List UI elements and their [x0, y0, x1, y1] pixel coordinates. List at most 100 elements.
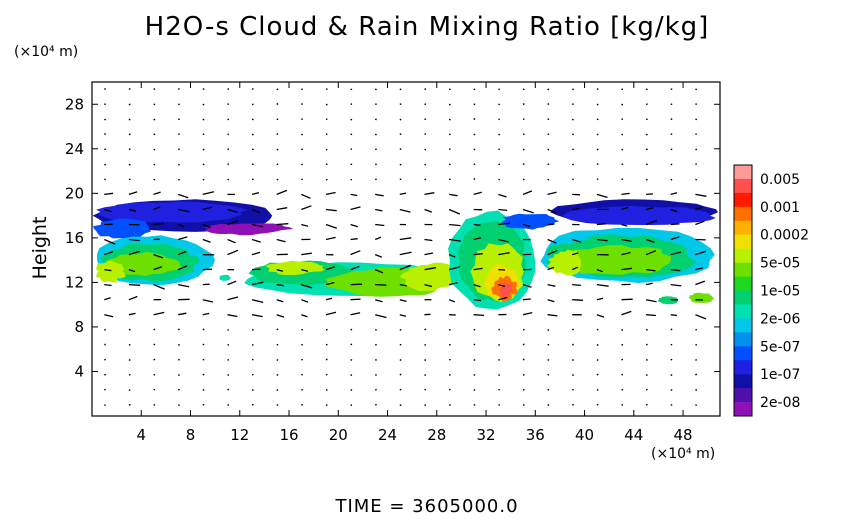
wind-vector: [596, 373, 599, 376]
wind-vector: [448, 148, 451, 151]
wind-vector: [448, 118, 451, 121]
wind-vector: [301, 223, 309, 227]
wind-vector: [104, 208, 112, 213]
anvil-left-edge: [92, 218, 152, 239]
wind-vector: [325, 358, 328, 361]
wind-vector: [498, 252, 510, 256]
wind-vector: [695, 206, 702, 211]
wind-vector: [153, 191, 161, 196]
wind-vector: [177, 265, 188, 271]
wind-vector: [645, 219, 658, 226]
wind-vector: [128, 208, 137, 212]
wind-vector: [645, 133, 648, 136]
wind-vector: [670, 268, 681, 272]
colorbar-swatch: [734, 248, 752, 263]
wind-vector: [227, 314, 238, 318]
wind-vector: [448, 388, 451, 391]
wind-vector: [153, 253, 164, 259]
y-tick-label: 4: [74, 362, 84, 380]
wind-vector: [424, 208, 433, 213]
wind-vector: [276, 223, 289, 226]
y-tick-label: 28: [65, 95, 84, 113]
y-tick-label: 12: [65, 273, 84, 291]
wind-vector: [621, 358, 624, 361]
wind-vector: [301, 252, 312, 256]
colorbar-label: 0.001: [760, 200, 800, 216]
colorbar-label: 0.0002: [760, 228, 809, 244]
wind-vector: [498, 296, 508, 301]
wind-vector: [646, 268, 656, 272]
colorbar-swatch: [734, 332, 752, 347]
wind-vector: [646, 314, 656, 317]
wind-vector: [473, 253, 483, 256]
y-tick-label: 24: [65, 140, 84, 158]
wind-vector: [177, 374, 180, 376]
wind-vector: [596, 238, 608, 242]
wind-vector: [374, 133, 377, 136]
wind-vector: [350, 223, 358, 228]
wind-vector: [202, 103, 205, 106]
wind-vector: [596, 193, 608, 199]
wind-vector: [473, 267, 483, 271]
wind-vector: [104, 133, 106, 135]
colorbar-swatch: [734, 178, 752, 194]
wind-vector: [251, 389, 254, 391]
wind-vector: [645, 374, 648, 376]
anvil-right-link: [501, 213, 560, 230]
wind-vector: [448, 299, 456, 303]
wind-vector: [645, 250, 657, 256]
wind-vector: [276, 207, 288, 211]
wind-vector: [202, 328, 205, 331]
wind-vector: [399, 148, 402, 151]
wind-vector: [251, 238, 261, 243]
wind-vector: [621, 329, 624, 331]
wind-vector: [128, 238, 140, 242]
wind-vector: [227, 329, 230, 331]
wind-vector: [177, 223, 185, 228]
wind-vector: [227, 238, 236, 244]
wind-vector: [350, 238, 358, 241]
colorbar-swatch: [734, 388, 752, 403]
wind-vector: [251, 251, 261, 256]
wind-vector: [473, 283, 481, 288]
wind-vector: [399, 404, 402, 407]
wind-vector: [522, 298, 531, 301]
x-tick-label: 48: [674, 426, 693, 444]
wind-vector: [128, 268, 136, 273]
wind-vector: [645, 207, 654, 211]
wind-vector: [350, 298, 361, 301]
wind-vector: [375, 283, 387, 286]
wind-vector: [301, 314, 308, 318]
wind-vector: [128, 389, 131, 392]
wind-vector: [177, 193, 189, 199]
wind-vector: [522, 358, 525, 361]
wind-vector: [374, 88, 377, 91]
band-right-inner: [555, 245, 672, 275]
wind-vector: [350, 312, 361, 316]
wind-vector: [128, 191, 138, 196]
wind-vector: [670, 178, 673, 181]
wind-vector: [645, 299, 657, 303]
x-tick-label: 44: [624, 426, 643, 444]
chart-title: H2O-s Cloud & Rain Mixing Ratio [kg/kg]: [144, 12, 710, 42]
wind-vector: [596, 359, 599, 361]
wind-vector: [695, 404, 698, 407]
wind-vector: [571, 374, 574, 376]
wind-vector: [251, 299, 264, 304]
y-tick-label: 8: [74, 318, 84, 336]
wind-vector: [153, 222, 165, 226]
wind-vector: [374, 236, 382, 241]
wind-vector: [695, 314, 707, 320]
wind-vector: [153, 206, 161, 211]
wind-vector: [128, 283, 141, 286]
wind-vector: [621, 267, 633, 271]
wind-vector: [522, 223, 531, 228]
wind-vector: [621, 206, 629, 211]
wind-vector: [473, 223, 481, 226]
wind-vector: [547, 266, 555, 271]
wind-vector: [350, 343, 353, 346]
wind-vector: [571, 118, 574, 121]
wind-vector: [522, 103, 525, 105]
y-tick-label: 20: [65, 184, 84, 202]
wind-vector: [276, 328, 279, 331]
